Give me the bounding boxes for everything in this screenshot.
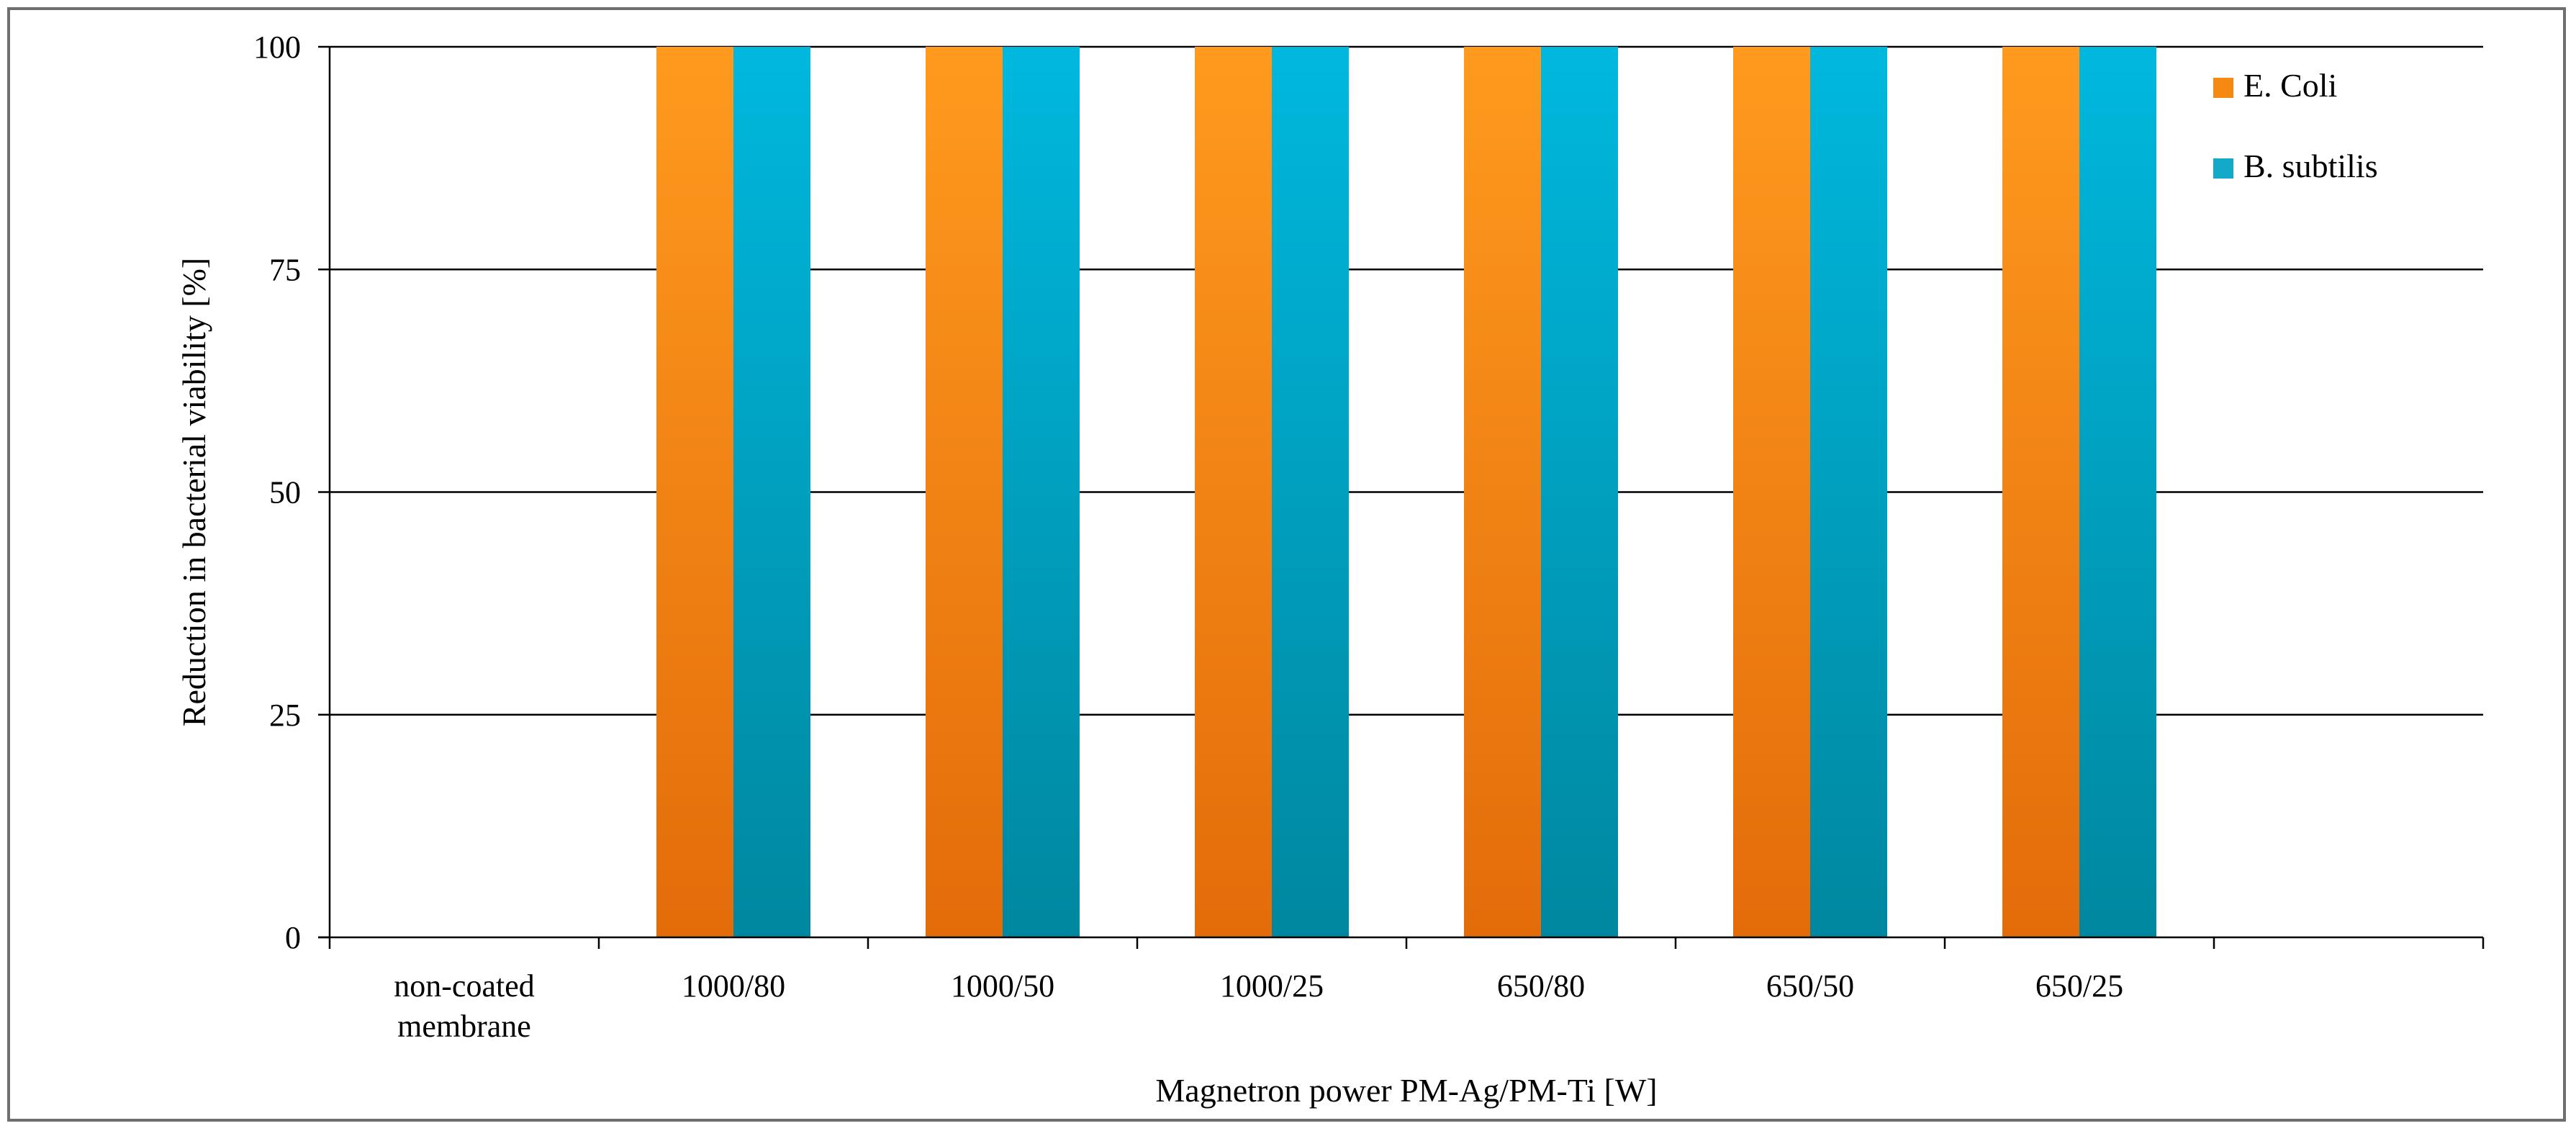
bar-e-coli-6 bbox=[2002, 47, 2079, 937]
bar-b-subtilis-5 bbox=[1810, 47, 1887, 937]
bar-e-coli-3 bbox=[1195, 47, 1272, 937]
y-tick-label-0: 0 bbox=[285, 920, 301, 955]
y-tick-label-100: 100 bbox=[253, 30, 301, 65]
x-tick-labels: non-coated membrane 1000/80 1000/50 1000/25 6… bbox=[394, 968, 2123, 1044]
bar-e-coli-4 bbox=[1464, 47, 1541, 937]
x-axis-title: Magnetron power PM-Ag/PM-Ti [W] bbox=[1155, 1072, 1657, 1109]
axes bbox=[318, 45, 2485, 949]
bar-e-coli-5 bbox=[1733, 47, 1810, 937]
legend-label-b-subtilis: B. subtilis bbox=[2243, 148, 2378, 184]
bar-e-coli-2 bbox=[926, 47, 1003, 937]
bar-b-subtilis-4 bbox=[1541, 47, 1618, 937]
gridlines bbox=[330, 45, 2483, 716]
x-tick-label-3: 1000/25 bbox=[1220, 968, 1324, 1004]
legend-swatch-e-coli bbox=[2213, 78, 2233, 98]
y-tick-label-75: 75 bbox=[269, 252, 301, 287]
x-tick-label-5: 650/50 bbox=[1766, 968, 1854, 1004]
y-tick-label-50: 50 bbox=[269, 475, 301, 510]
bar-b-subtilis-1 bbox=[733, 47, 810, 937]
legend-label-e-coli: E. Coli bbox=[2243, 67, 2337, 104]
x-tick-label-4: 650/80 bbox=[1497, 968, 1585, 1004]
legend: E. Coli B. subtilis bbox=[2213, 67, 2378, 184]
y-axis-title: Reduction in bacterial viability [%] bbox=[176, 258, 212, 726]
bar-b-subtilis-3 bbox=[1272, 47, 1349, 937]
x-tick-label-0: non-coated membrane bbox=[394, 968, 534, 1044]
x-tick-label-6: 650/25 bbox=[2035, 968, 2123, 1004]
bar-b-subtilis-6 bbox=[2079, 47, 2156, 937]
bar-e-coli-1 bbox=[656, 47, 733, 937]
y-tick-label-25: 25 bbox=[269, 698, 301, 733]
legend-swatch-b-subtilis bbox=[2213, 158, 2233, 179]
bar-b-subtilis-2 bbox=[1003, 47, 1080, 937]
x-tick-label-1: 1000/80 bbox=[682, 968, 785, 1004]
bars bbox=[656, 47, 2156, 937]
x-tick-label-2: 1000/50 bbox=[951, 968, 1054, 1004]
y-tick-labels: 0 25 50 75 100 bbox=[253, 30, 301, 955]
